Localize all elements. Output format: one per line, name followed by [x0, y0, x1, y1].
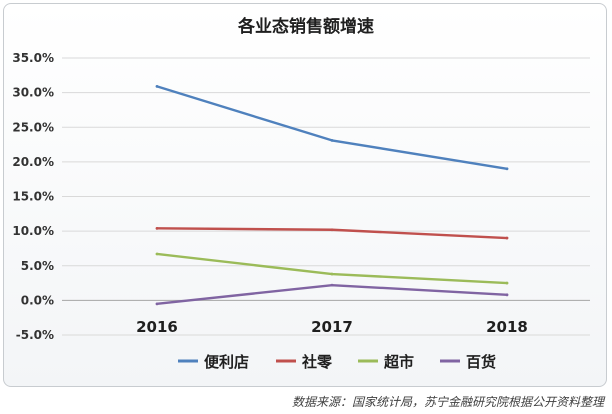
source-note: 数据来源：国家统计局，苏宁金融研究院根据公开资料整理	[291, 395, 604, 409]
y-tick-label: 30.0%	[12, 86, 54, 100]
data-point	[330, 283, 334, 287]
data-point	[155, 252, 159, 256]
y-tick-label: 25.0%	[12, 120, 54, 134]
data-point	[155, 226, 159, 230]
data-point	[505, 167, 509, 171]
legend-label: 便利店	[204, 353, 249, 371]
data-point	[505, 293, 509, 297]
chart-frame	[3, 3, 607, 387]
data-point	[155, 84, 159, 88]
axes: 35.0% 30.0% 25.0% 20.0% 15.0% 10.0% 5.0% 0.0% -5…	[12, 51, 528, 342]
data-point	[330, 272, 334, 276]
legend-label: 社零	[301, 353, 333, 371]
data-point	[505, 281, 509, 285]
line-chart: 各业态销售额增速 35.0% 30.0% 25.0% 20.0% 15.0% 10.0% 5…	[12, 16, 590, 371]
y-tick-label: 0.0%	[21, 293, 54, 307]
gridlines	[62, 57, 590, 336]
chart-title: 各业态销售额增速	[237, 16, 374, 37]
legend: 便利店 社零 超市 百货	[178, 353, 496, 371]
x-tick-label: 2016	[136, 318, 178, 336]
y-tick-label: 10.0%	[12, 224, 54, 238]
series-line-4	[155, 283, 509, 306]
x-tick-label: 2017	[311, 318, 353, 336]
y-tick-label: 20.0%	[12, 155, 54, 169]
x-tick-label: 2018	[486, 318, 528, 336]
series-line-3	[155, 252, 509, 285]
y-tick-label: 35.0%	[12, 51, 54, 65]
y-tick-label: 5.0%	[21, 259, 54, 273]
data-point	[330, 139, 334, 142]
data-point	[155, 302, 159, 306]
legend-label: 百货	[466, 353, 496, 371]
series-lines	[155, 84, 509, 306]
data-point	[330, 228, 334, 232]
legend-label: 超市	[383, 353, 414, 371]
data-point	[505, 236, 509, 240]
y-tick-label: -5.0%	[16, 328, 54, 342]
y-tick-label: 15.0%	[12, 190, 54, 204]
